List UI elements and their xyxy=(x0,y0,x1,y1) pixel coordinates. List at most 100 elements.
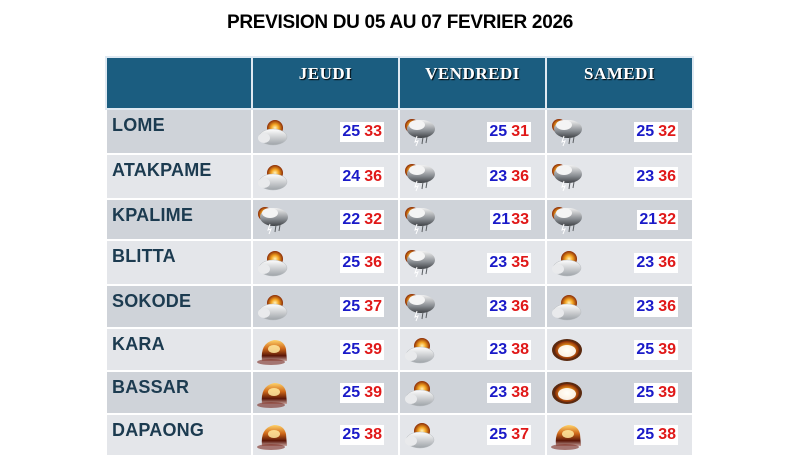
max-temperature: 33 xyxy=(511,210,529,228)
thunderstorm-icon xyxy=(403,205,437,235)
max-temperature: 37 xyxy=(364,297,382,315)
city-name: KPALIME xyxy=(105,198,253,241)
hazy-sun-icon xyxy=(550,378,584,408)
temperature-range: 25 39 xyxy=(340,382,384,403)
partly-cloudy-icon xyxy=(256,162,290,192)
city-name: LOME xyxy=(105,108,253,155)
thunderstorm-icon xyxy=(550,162,584,192)
temperature-range: 25 39 xyxy=(634,382,678,403)
min-temperature: 25 xyxy=(342,253,361,271)
temperature-range: 25 36 xyxy=(340,252,384,273)
temperature-range: 23 35 xyxy=(487,252,531,273)
temperature-range: 25 39 xyxy=(340,339,384,360)
forecast-cell-samedi: 2132 xyxy=(545,198,694,241)
min-temperature: 25 xyxy=(342,297,361,315)
partly-cloudy-icon xyxy=(256,248,290,278)
min-temperature: 25 xyxy=(636,383,655,401)
max-temperature: 38 xyxy=(364,426,382,443)
city-name: BASSAR xyxy=(105,370,253,415)
min-temperature: 23 xyxy=(636,297,655,315)
max-temperature: 36 xyxy=(658,297,676,315)
forecast-cell-jeudi: 22 32 xyxy=(251,198,400,241)
temperature-range: 23 38 xyxy=(487,382,531,403)
partly-cloudy-icon xyxy=(256,292,290,322)
table-row: BLITTA 25 36 23 35 xyxy=(105,239,694,286)
city-name: ATAKPAME xyxy=(105,153,253,200)
city-name: SOKODE xyxy=(105,284,253,329)
min-temperature: 25 xyxy=(342,426,361,443)
forecast-cell-jeudi: 25 36 xyxy=(251,239,400,286)
max-temperature: 38 xyxy=(511,340,529,358)
table-row: BASSAR 25 39 23 38 xyxy=(105,370,694,415)
temperature-range: 25 38 xyxy=(634,425,678,445)
temperature-range: 23 36 xyxy=(634,166,678,187)
min-temperature: 23 xyxy=(636,253,655,271)
forecast-cell-samedi: 25 38 xyxy=(545,413,694,457)
forecast-cell-vendredi: 23 36 xyxy=(398,284,547,329)
max-temperature: 38 xyxy=(511,383,529,401)
thunderstorm-icon xyxy=(403,162,437,192)
min-temperature: 25 xyxy=(636,122,655,140)
min-temperature: 25 xyxy=(342,383,361,401)
forecast-cell-samedi: 25 39 xyxy=(545,370,694,415)
min-temperature: 21 xyxy=(492,210,511,228)
city-name: BLITTA xyxy=(105,239,253,286)
table-row: DAPAONG 25 38 25 37 xyxy=(105,413,694,457)
forecast-cell-jeudi: 25 37 xyxy=(251,284,400,329)
city-name: KARA xyxy=(105,327,253,372)
page-title: PREVISION DU 05 AU 07 FEVRIER 2026 xyxy=(226,12,573,33)
temperature-range: 25 33 xyxy=(340,121,384,142)
min-temperature: 23 xyxy=(489,340,508,358)
max-temperature: 32 xyxy=(364,210,382,228)
max-temperature: 32 xyxy=(658,122,676,140)
partly-cloudy-icon xyxy=(403,420,437,450)
forecast-cell-vendredi: 25 31 xyxy=(398,108,547,155)
partly-cloudy-icon xyxy=(550,292,584,322)
min-temperature: 25 xyxy=(489,122,508,140)
max-temperature: 36 xyxy=(658,167,676,185)
thunderstorm-icon xyxy=(403,248,437,278)
min-temperature: 23 xyxy=(489,253,508,271)
city-name: DAPAONG xyxy=(105,413,253,457)
min-temperature: 22 xyxy=(342,210,361,228)
forecast-cell-samedi: 25 39 xyxy=(545,327,694,372)
forecast-cell-jeudi: 25 39 xyxy=(251,327,400,372)
hot-haze-icon xyxy=(256,335,290,365)
forecast-cell-samedi: 23 36 xyxy=(545,153,694,200)
max-temperature: 36 xyxy=(364,253,382,271)
forecast-cell-vendredi: 23 35 xyxy=(398,239,547,286)
partly-cloudy-icon xyxy=(256,117,290,147)
forecast-table: JEUDI VENDREDI SAMEDI LOME 25 33 xyxy=(105,56,694,457)
temperature-range: 23 38 xyxy=(487,339,531,360)
temperature-range: 25 39 xyxy=(634,339,678,360)
max-temperature: 36 xyxy=(511,297,529,315)
min-temperature: 21 xyxy=(639,210,658,228)
max-temperature: 33 xyxy=(364,122,382,140)
temperature-range: 22 32 xyxy=(340,209,384,230)
forecast-cell-samedi: 25 32 xyxy=(545,108,694,155)
thunderstorm-icon xyxy=(550,205,584,235)
min-temperature: 25 xyxy=(342,340,361,358)
table-row: ATAKPAME 24 36 23 36 xyxy=(105,153,694,200)
table-row: LOME 25 33 25 31 xyxy=(105,108,694,155)
min-temperature: 25 xyxy=(636,340,655,358)
forecast-cell-samedi: 23 36 xyxy=(545,239,694,286)
forecast-cell-jeudi: 25 33 xyxy=(251,108,400,155)
min-temperature: 25 xyxy=(636,426,655,443)
forecast-cell-vendredi: 2133 xyxy=(398,198,547,241)
temperature-range: 25 37 xyxy=(487,425,531,445)
max-temperature: 38 xyxy=(658,426,676,443)
max-temperature: 36 xyxy=(658,253,676,271)
temperature-range: 23 36 xyxy=(487,296,531,317)
temperature-range: 2132 xyxy=(637,209,678,230)
temperature-range: 2133 xyxy=(490,209,531,230)
temperature-range: 25 37 xyxy=(340,296,384,317)
temperature-range: 24 36 xyxy=(340,166,384,187)
min-temperature: 25 xyxy=(342,122,361,140)
max-temperature: 39 xyxy=(658,340,676,358)
header-jeudi: JEUDI xyxy=(251,56,400,110)
max-temperature: 36 xyxy=(511,167,529,185)
forecast-cell-vendredi: 23 38 xyxy=(398,327,547,372)
forecast-cell-jeudi: 24 36 xyxy=(251,153,400,200)
forecast-cell-jeudi: 25 38 xyxy=(251,413,400,457)
